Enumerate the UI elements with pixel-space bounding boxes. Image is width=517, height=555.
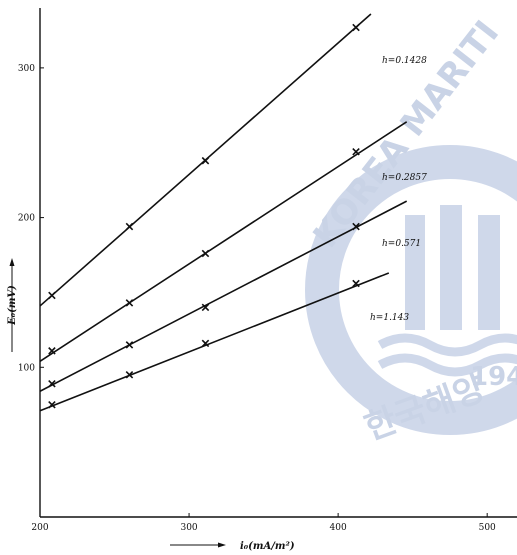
series-label-2: h=0.2857 bbox=[382, 173, 427, 183]
fit-line-series-3 bbox=[39, 200, 408, 392]
y-tick-label: 200 bbox=[18, 214, 35, 224]
y-axis-label: E₀(mV) bbox=[7, 285, 18, 326]
series-labels: h=0.1428 h=0.2857 h=0.571 h=1.143 bbox=[370, 56, 427, 323]
data-point bbox=[125, 299, 134, 307]
ticks: 200 300 400 500 100 200 300 bbox=[18, 64, 496, 533]
data-point bbox=[201, 156, 210, 165]
x-axis-arrow-head bbox=[218, 542, 226, 548]
y-axis-arrow-head bbox=[9, 258, 15, 266]
y-tick-label: 300 bbox=[18, 64, 35, 74]
data-point bbox=[201, 339, 210, 348]
data-point bbox=[352, 222, 360, 231]
data-point bbox=[201, 249, 210, 258]
data-points bbox=[48, 23, 360, 409]
series-label-4: h=1.143 bbox=[370, 313, 409, 323]
x-tick-label: 500 bbox=[479, 523, 496, 533]
data-point bbox=[48, 347, 56, 355]
fit-line-series-2 bbox=[39, 121, 408, 362]
series-label-1: h=0.1428 bbox=[382, 56, 427, 66]
data-point bbox=[201, 303, 210, 312]
data-point bbox=[48, 379, 56, 388]
data-point bbox=[125, 371, 134, 379]
y-tick-label: 100 bbox=[18, 363, 35, 373]
watermark-year: 194 bbox=[470, 362, 517, 392]
data-point bbox=[352, 23, 360, 32]
x-tick-label: 400 bbox=[330, 523, 347, 533]
data-point bbox=[352, 279, 360, 288]
data-point bbox=[125, 341, 134, 349]
y-axis-title-group: E₀(mV) bbox=[7, 258, 18, 352]
data-point bbox=[48, 291, 56, 300]
x-tick-label: 300 bbox=[180, 523, 197, 533]
series-label-3: h=0.571 bbox=[382, 239, 421, 249]
data-point bbox=[125, 222, 134, 231]
fit-lines bbox=[39, 13, 408, 412]
watermark-waves bbox=[377, 333, 517, 377]
data-point bbox=[48, 400, 56, 409]
x-tick-label: 200 bbox=[31, 523, 48, 533]
watermark: KOREA MARITI 194 한국해양 bbox=[305, 13, 517, 448]
x-axis-label: i₀(mA/m²) bbox=[240, 541, 295, 552]
data-point bbox=[352, 147, 360, 156]
watermark-ring bbox=[305, 145, 517, 435]
watermark-emblem bbox=[405, 205, 500, 330]
x-axis-title-group: i₀(mA/m²) bbox=[170, 541, 295, 552]
fit-line-series-4 bbox=[39, 272, 390, 412]
